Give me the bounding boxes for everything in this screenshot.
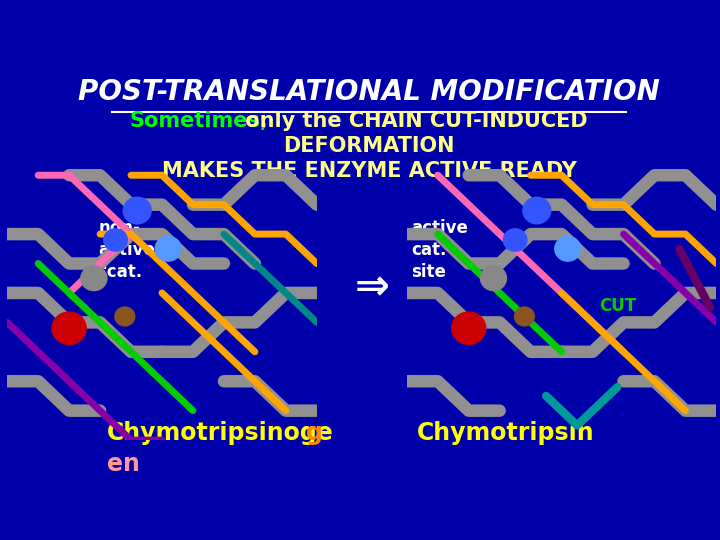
Text: Chymotripsin: Chymotripsin xyxy=(416,421,594,445)
Text: Chymotripsinoge: Chymotripsinoge xyxy=(107,421,333,445)
Circle shape xyxy=(123,197,151,224)
Circle shape xyxy=(52,312,86,345)
Circle shape xyxy=(104,229,127,251)
Circle shape xyxy=(515,307,534,326)
Circle shape xyxy=(451,312,486,345)
Text: Sometimes,: Sometimes, xyxy=(129,111,268,131)
Text: MAKES THE ENZYME ACTIVE READY: MAKES THE ENZYME ACTIVE READY xyxy=(161,161,577,181)
Text: non-
active
"cat.: non- active "cat. xyxy=(99,219,156,281)
Circle shape xyxy=(503,229,527,251)
Text: active
cat.
site: active cat. site xyxy=(411,219,468,281)
Text: ⇒: ⇒ xyxy=(354,266,390,308)
Circle shape xyxy=(480,266,506,291)
Circle shape xyxy=(555,237,581,261)
Text: only the CHAIN CUT-INDUCED: only the CHAIN CUT-INDUCED xyxy=(238,111,588,131)
Circle shape xyxy=(523,197,551,224)
Text: g: g xyxy=(306,421,323,445)
Text: DEFORMATION: DEFORMATION xyxy=(283,136,455,156)
Circle shape xyxy=(115,307,135,326)
Circle shape xyxy=(81,266,107,291)
Circle shape xyxy=(156,237,181,261)
Text: en: en xyxy=(107,452,140,476)
Text: CUT: CUT xyxy=(599,297,636,315)
Text: POST-TRANSLATIONAL MODIFICATION: POST-TRANSLATIONAL MODIFICATION xyxy=(78,78,660,106)
